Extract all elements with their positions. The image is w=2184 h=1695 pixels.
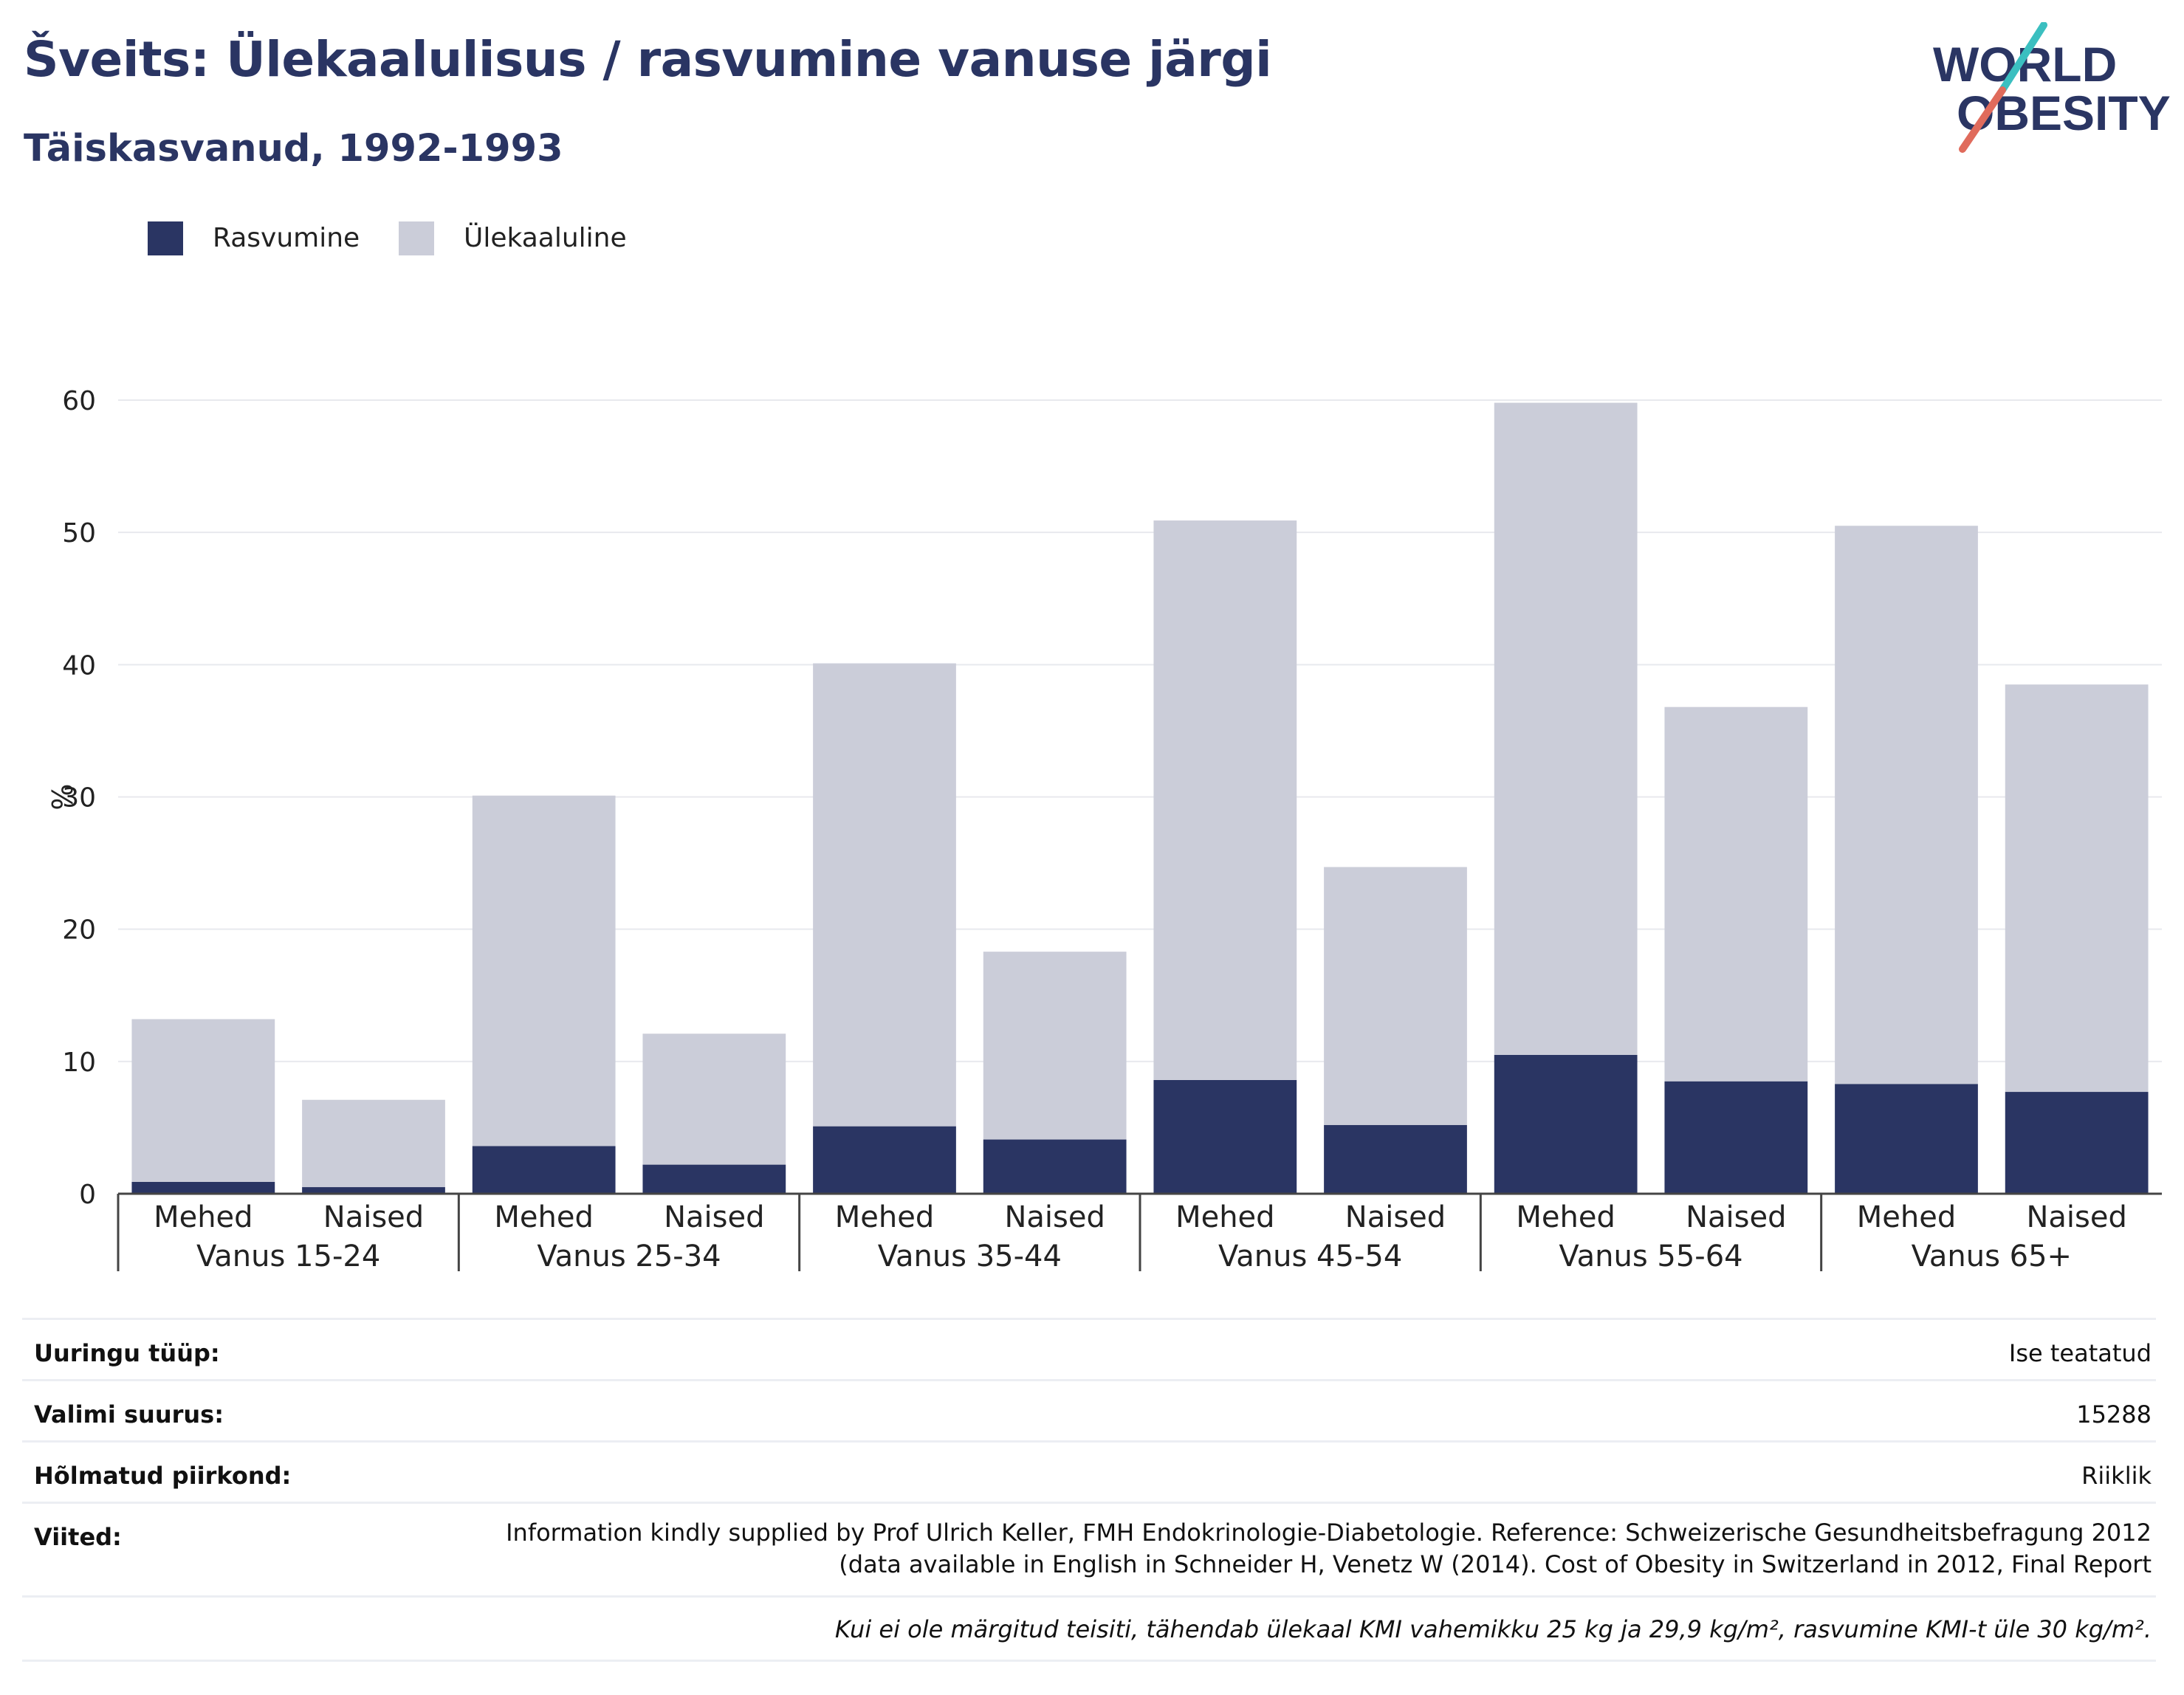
group-label: Vanus 25-34 xyxy=(537,1240,721,1273)
bar-overweight xyxy=(472,795,616,1146)
legend-label-overweight: Ülekaaluline xyxy=(464,223,627,253)
meta-key-sample-size: Valimi suurus: xyxy=(34,1400,224,1428)
x-tick-label: Mehed xyxy=(154,1200,253,1234)
meta-row-area-covered: Hõlmatud piirkond: Riiklik xyxy=(22,1440,2156,1502)
logo-text-world: WORLD xyxy=(1933,37,2117,92)
bar-overweight xyxy=(302,1099,445,1188)
chart-subtitle: Täiskasvanud, 1992-1993 xyxy=(24,127,563,171)
x-tick-label: Mehed xyxy=(494,1200,593,1234)
x-tick-label: Mehed xyxy=(1175,1200,1274,1234)
x-tick-label: Naised xyxy=(323,1200,424,1234)
legend-label-obesity: Rasvumine xyxy=(213,223,360,253)
y-tick-label: 60 xyxy=(62,386,96,416)
group-label: Vanus 65+ xyxy=(1912,1240,2072,1273)
x-tick-label: Naised xyxy=(1004,1200,1105,1234)
legend-swatch-obesity xyxy=(148,221,183,255)
bar-overweight xyxy=(2005,684,2149,1093)
bar-overweight xyxy=(642,1034,786,1165)
y-tick-label: 20 xyxy=(62,915,96,946)
bar-obesity xyxy=(1664,1081,1808,1194)
definition-note: Kui ei ole märgitud teisiti, tähendab ül… xyxy=(834,1615,2152,1643)
bar-overweight xyxy=(813,663,956,1127)
x-tick-label: Naised xyxy=(1345,1200,1446,1234)
bar-obesity xyxy=(642,1164,786,1194)
bar-overweight xyxy=(983,952,1127,1140)
bar-obesity xyxy=(472,1146,616,1194)
legend-swatch-overweight xyxy=(399,221,434,255)
y-tick-label: 10 xyxy=(62,1048,96,1078)
y-axis-label: % xyxy=(45,783,78,810)
bar-overweight xyxy=(1324,867,1467,1125)
x-tick-label: Mehed xyxy=(1857,1200,1956,1234)
y-tick-label: 30 xyxy=(62,783,96,814)
bar-obesity xyxy=(2005,1092,2149,1194)
meta-bottom-border xyxy=(22,1660,2156,1662)
bar-overweight xyxy=(131,1019,275,1182)
x-tick-label: Naised xyxy=(1686,1200,1786,1234)
logo-text-obesity: OBESITY xyxy=(1957,86,2171,140)
meta-key-area-covered: Hõlmatud piirkond: xyxy=(34,1462,292,1490)
bar-obesity xyxy=(302,1187,445,1194)
bar-obesity xyxy=(1153,1079,1297,1194)
metadata-table: Uuringu tüüp: Ise teatatud Valimi suurus… xyxy=(22,1318,2156,1662)
bar-obesity xyxy=(1835,1084,1978,1194)
bar-obesity xyxy=(813,1126,956,1194)
bar-overweight xyxy=(1494,402,1638,1055)
logo-slash-teal xyxy=(1999,22,2047,94)
meta-row-sample-size: Valimi suurus: 15288 xyxy=(22,1379,2156,1440)
meta-value-area-covered: Riiklik xyxy=(2081,1462,2152,1490)
meta-key-references: Viited: xyxy=(34,1523,122,1551)
meta-value-sample-size: 15288 xyxy=(2076,1400,2152,1428)
bar-overweight xyxy=(1835,526,1978,1084)
y-tick-label: 0 xyxy=(79,1180,96,1210)
meta-key-survey-type: Uuringu tüüp: xyxy=(34,1339,220,1367)
group-label: Vanus 55-64 xyxy=(1559,1240,1742,1273)
bar-obesity xyxy=(131,1181,275,1194)
x-tick-label: Naised xyxy=(2026,1200,2126,1234)
meta-row-survey-type: Uuringu tüüp: Ise teatatud xyxy=(22,1318,2156,1379)
group-label: Vanus 35-44 xyxy=(878,1240,1062,1273)
y-tick-label: 50 xyxy=(62,518,96,549)
group-label: Vanus 15-24 xyxy=(196,1240,380,1273)
x-tick-label: Naised xyxy=(664,1200,764,1234)
meta-value-references: Information kindly supplied by Prof Ulri… xyxy=(506,1519,2152,1578)
y-tick-label: 40 xyxy=(62,650,96,681)
x-tick-label: Mehed xyxy=(835,1200,934,1234)
bar-overweight xyxy=(1664,706,1808,1082)
meta-row-references: Viited: Information kindly supplied by P… xyxy=(22,1502,2156,1595)
bar-obesity xyxy=(1324,1124,1467,1194)
logo-slash-coral xyxy=(1959,86,2006,153)
meta-value-survey-type: Ise teatatud xyxy=(2008,1339,2152,1367)
bar-obesity xyxy=(1494,1054,1638,1194)
x-tick-label: Mehed xyxy=(1516,1200,1615,1234)
stacked-bar-chart: 0 10 20 30 40 50 60% Mehed Naised Mehed Naised Mehe… xyxy=(45,386,2162,1273)
meta-row-note: Kui ei ole märgitud teisiti, tähendab ül… xyxy=(22,1595,2156,1660)
bar-obesity xyxy=(983,1139,1127,1194)
chart-title: Šveits: Ülekaalulisus / rasvumine vanuse… xyxy=(24,31,1272,88)
world-obesity-logo: WORLD OBESITY xyxy=(1933,22,2171,153)
bar-overweight xyxy=(1153,520,1297,1080)
group-label: Vanus 45-54 xyxy=(1218,1240,1402,1273)
